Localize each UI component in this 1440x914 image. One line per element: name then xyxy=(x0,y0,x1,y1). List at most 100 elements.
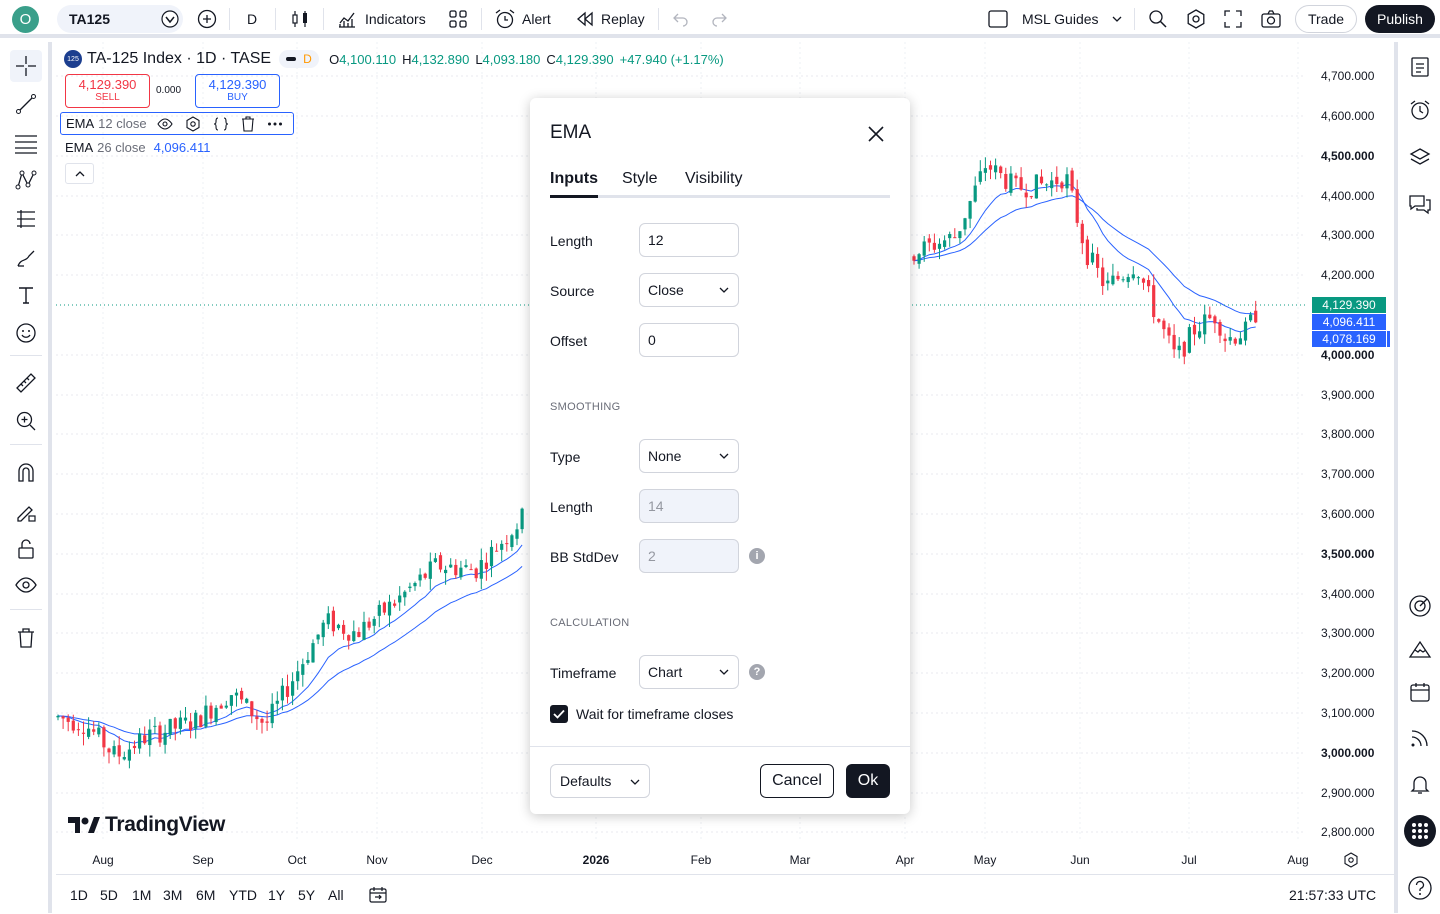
active-tab-indicator xyxy=(550,195,598,198)
tradingview-logo[interactable]: TradingView xyxy=(68,813,225,837)
patterns-tool[interactable] xyxy=(10,164,42,196)
compare-button[interactable] xyxy=(196,0,218,38)
lock-drawings-tool[interactable] xyxy=(10,533,42,565)
wait-checkbox[interactable] xyxy=(550,705,568,723)
watchlist-button[interactable] xyxy=(1404,51,1436,83)
candle-body xyxy=(1152,285,1156,318)
trash-icon[interactable] xyxy=(241,115,255,132)
indicators-button[interactable]: Indicators xyxy=(337,0,426,38)
symbol-search[interactable]: TA125 xyxy=(57,0,183,38)
market-status[interactable]: D xyxy=(279,50,320,68)
range-button-1m[interactable]: 1M xyxy=(132,886,152,903)
range-button-ytd[interactable]: YTD xyxy=(229,886,257,903)
templates-button[interactable] xyxy=(448,0,468,38)
fib-tool[interactable] xyxy=(10,128,42,160)
snapshot-button[interactable] xyxy=(1260,0,1282,38)
info-icon[interactable]: i xyxy=(749,548,765,564)
add-symbol-icon[interactable] xyxy=(161,10,179,28)
quick-search-button[interactable] xyxy=(1147,0,1169,38)
object-tree-button[interactable] xyxy=(1404,141,1436,173)
candle-body xyxy=(403,591,407,598)
source-select[interactable]: Close xyxy=(639,273,739,307)
chart-pane[interactable]: 4,700.000 4,600.000 4,500.000 4,400.000 4,30… xyxy=(56,42,1394,873)
emoji-tool[interactable] xyxy=(10,317,42,349)
symbol-title[interactable]: TA-125 Index · 1D · TASE xyxy=(87,50,272,67)
redo-button[interactable] xyxy=(710,0,728,38)
defaults-select[interactable]: Defaults xyxy=(550,764,650,798)
range-button-1y[interactable]: 1Y xyxy=(268,886,286,903)
ok-button[interactable]: Ok xyxy=(846,764,890,798)
trade-button[interactable]: Trade xyxy=(1295,0,1357,38)
offset-input[interactable]: 0 xyxy=(639,323,739,357)
collapse-legend-button[interactable] xyxy=(65,163,94,184)
tab-style[interactable]: Style xyxy=(622,170,658,187)
range-button-1d[interactable]: 1D xyxy=(70,886,88,903)
pine-button[interactable] xyxy=(1404,633,1436,665)
measure-tool[interactable] xyxy=(10,367,42,399)
settings-button[interactable] xyxy=(1185,0,1207,38)
ideas-button[interactable] xyxy=(1404,590,1436,622)
candle-body xyxy=(240,690,244,700)
ema26-legend[interactable]: EMA 26 close 4,096.411 xyxy=(65,140,210,155)
publish-button[interactable]: Publish xyxy=(1365,0,1435,38)
source-code-icon[interactable] xyxy=(213,116,229,132)
alerts-button[interactable] xyxy=(1404,94,1436,126)
wait-label[interactable]: Wait for timeframe closes xyxy=(576,706,734,722)
chart-type-button[interactable] xyxy=(290,0,310,38)
user-avatar[interactable]: O xyxy=(12,0,39,38)
axis-settings-button[interactable] xyxy=(1343,852,1359,873)
fullscreen-button[interactable] xyxy=(1223,0,1243,38)
range-button-5y[interactable]: 5Y xyxy=(298,886,316,903)
close-button[interactable] xyxy=(864,122,888,146)
range-button-5d[interactable]: 5D xyxy=(100,886,118,903)
chats-button[interactable] xyxy=(1404,188,1436,220)
length-input[interactable]: 12 xyxy=(639,223,739,257)
interval-button[interactable]: D xyxy=(247,0,257,38)
timeframe-select[interactable]: Chart xyxy=(639,655,739,689)
tab-visibility[interactable]: Visibility xyxy=(685,170,743,187)
news-button[interactable] xyxy=(1404,722,1436,754)
replay-button[interactable]: Replay xyxy=(575,0,645,38)
smooth-length-input[interactable]: 14 xyxy=(639,489,739,523)
zoom-in-icon xyxy=(16,411,36,431)
drawing-mode-tool[interactable] xyxy=(10,496,42,528)
trend-line-tool[interactable] xyxy=(10,88,42,120)
ema12-legend[interactable]: EMA 12 close xyxy=(60,112,294,135)
clock[interactable]: 21:57:33 UTC xyxy=(1289,886,1377,903)
help-button[interactable] xyxy=(1404,872,1436,904)
ema-26-line[interactable] xyxy=(913,195,1256,315)
products-button[interactable] xyxy=(1404,815,1436,847)
notifications-button[interactable] xyxy=(1404,768,1436,800)
ema-26-line[interactable] xyxy=(57,566,523,736)
magnet-tool[interactable] xyxy=(10,456,42,488)
forecast-tool[interactable] xyxy=(10,203,42,235)
more-icon[interactable] xyxy=(267,116,283,132)
help-icon[interactable]: ? xyxy=(749,664,765,680)
calendar-button[interactable] xyxy=(1404,676,1436,708)
remove-drawings-tool[interactable] xyxy=(10,622,42,654)
cancel-button[interactable]: Cancel xyxy=(760,764,834,798)
bb-stddev-input[interactable]: 2 xyxy=(639,539,739,573)
zoom-tool[interactable] xyxy=(10,405,42,437)
goto-date-button[interactable] xyxy=(368,875,388,914)
text-tool[interactable] xyxy=(10,279,42,311)
brush-tool[interactable] xyxy=(10,242,42,274)
symbol-legend[interactable]: 125 TA-125 Index · 1D · TASE D O 4,100.11… xyxy=(64,50,724,68)
hide-drawings-tool[interactable] xyxy=(10,569,42,601)
crosshair-tool[interactable] xyxy=(10,50,42,82)
gear-icon[interactable] xyxy=(185,115,201,132)
layout-name-button[interactable]: MSL Guides xyxy=(1022,0,1123,38)
tab-inputs[interactable]: Inputs xyxy=(550,170,598,187)
buy-button[interactable]: 4,129.390 BUY xyxy=(195,74,280,108)
ema-12-line[interactable] xyxy=(57,544,523,744)
ema26-price-tag: 4,096.411 xyxy=(1312,314,1386,330)
range-button-all[interactable]: All xyxy=(328,886,344,903)
type-select[interactable]: None xyxy=(639,439,739,473)
undo-button[interactable] xyxy=(672,0,690,38)
sell-button[interactable]: 4,129.390 SELL xyxy=(65,74,150,108)
range-button-3m[interactable]: 3M xyxy=(163,886,183,903)
range-button-6m[interactable]: 6M xyxy=(196,886,216,903)
layout-button[interactable] xyxy=(987,0,1009,38)
alert-button[interactable]: Alert xyxy=(494,0,551,38)
eye-icon[interactable] xyxy=(156,116,173,132)
